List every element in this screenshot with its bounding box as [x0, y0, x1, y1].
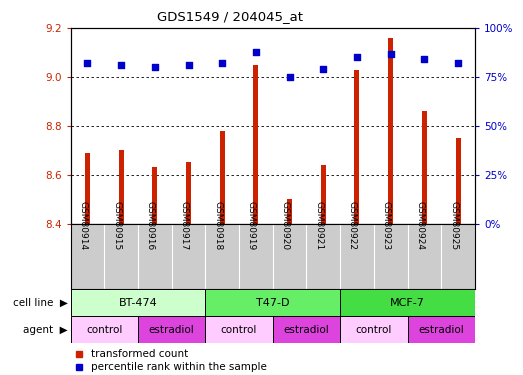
Bar: [104, 224, 138, 289]
Text: GSM80925: GSM80925: [449, 201, 458, 250]
Point: [386, 51, 395, 57]
Text: estradiol: estradiol: [283, 325, 329, 334]
Text: transformed count: transformed count: [91, 349, 188, 359]
Bar: [206, 289, 340, 316]
Bar: [272, 316, 340, 343]
Text: BT-474: BT-474: [119, 298, 157, 307]
Point: [286, 74, 294, 80]
Text: GSM80923: GSM80923: [382, 201, 391, 250]
Bar: [287, 199, 292, 223]
Text: GSM80921: GSM80921: [314, 201, 323, 250]
Bar: [321, 165, 326, 224]
Text: MCF-7: MCF-7: [390, 298, 425, 307]
Bar: [273, 224, 306, 289]
Bar: [138, 224, 172, 289]
Text: control: control: [356, 325, 392, 334]
Point: [83, 60, 92, 66]
Bar: [85, 153, 90, 224]
Bar: [456, 138, 461, 224]
Text: GSM80915: GSM80915: [112, 201, 121, 250]
Bar: [71, 316, 138, 343]
Bar: [340, 289, 475, 316]
Point: [319, 66, 327, 72]
Point: [353, 54, 361, 60]
Text: control: control: [86, 325, 122, 334]
Bar: [388, 38, 393, 224]
Bar: [407, 316, 475, 343]
Bar: [374, 224, 407, 289]
Bar: [220, 131, 225, 224]
Bar: [119, 150, 123, 224]
Point: [151, 64, 159, 70]
Text: GSM80914: GSM80914: [78, 201, 87, 250]
Text: GSM80918: GSM80918: [213, 201, 222, 250]
Bar: [441, 224, 475, 289]
Point: [252, 49, 260, 55]
Bar: [253, 65, 258, 224]
Text: GSM80916: GSM80916: [146, 201, 155, 250]
Text: cell line  ▶: cell line ▶: [13, 298, 68, 307]
Text: GSM80919: GSM80919: [247, 201, 256, 250]
Bar: [306, 224, 340, 289]
Text: control: control: [221, 325, 257, 334]
Bar: [71, 224, 104, 289]
Bar: [71, 289, 206, 316]
Bar: [422, 111, 427, 224]
Bar: [138, 316, 206, 343]
Text: GDS1549 / 204045_at: GDS1549 / 204045_at: [157, 10, 303, 23]
Bar: [355, 70, 359, 224]
Bar: [340, 316, 407, 343]
Text: T47-D: T47-D: [256, 298, 290, 307]
Bar: [340, 224, 374, 289]
Text: estradiol: estradiol: [149, 325, 195, 334]
Point: [218, 60, 226, 66]
Point: [184, 62, 192, 68]
Bar: [407, 224, 441, 289]
Text: GSM80917: GSM80917: [179, 201, 188, 250]
Point: [117, 62, 126, 68]
Bar: [239, 224, 272, 289]
Point: [420, 56, 428, 62]
Text: GSM80920: GSM80920: [280, 201, 290, 250]
Text: percentile rank within the sample: percentile rank within the sample: [91, 362, 267, 372]
Bar: [206, 224, 239, 289]
Bar: [172, 224, 206, 289]
Bar: [186, 162, 191, 224]
Text: estradiol: estradiol: [418, 325, 464, 334]
Text: GSM80924: GSM80924: [415, 201, 424, 250]
Text: agent  ▶: agent ▶: [24, 325, 68, 334]
Bar: [206, 316, 273, 343]
Point: [454, 60, 462, 66]
Text: GSM80922: GSM80922: [348, 201, 357, 250]
Bar: [152, 167, 157, 224]
